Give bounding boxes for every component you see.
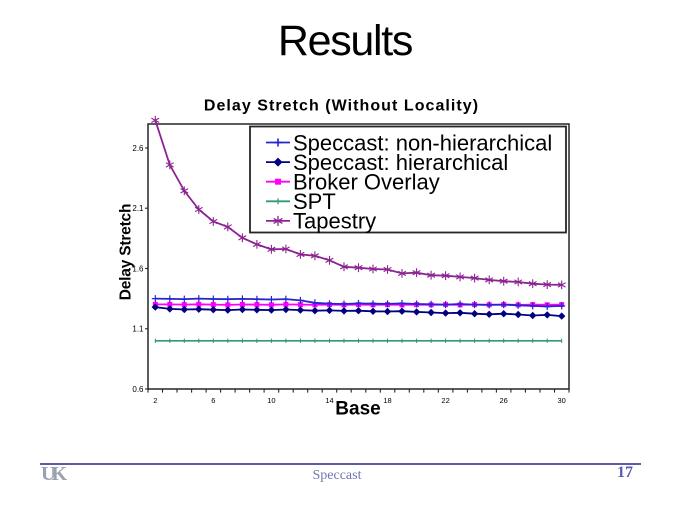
svg-text:10: 10 xyxy=(267,396,275,405)
svg-text:2.1: 2.1 xyxy=(132,204,144,213)
svg-text:Tapestry: Tapestry xyxy=(293,209,376,234)
svg-text:6: 6 xyxy=(211,396,215,405)
svg-text:26: 26 xyxy=(500,396,508,405)
svg-text:14: 14 xyxy=(325,396,333,405)
svg-text:Delay Stretch: Delay Stretch xyxy=(118,204,135,300)
svg-text:1.1: 1.1 xyxy=(132,325,144,334)
svg-text:2.6: 2.6 xyxy=(132,144,144,153)
svg-text:Broker Overlay: Broker Overlay xyxy=(293,170,440,195)
svg-text:30: 30 xyxy=(558,396,566,405)
svg-text:SPT: SPT xyxy=(293,189,336,214)
svg-text:Base: Base xyxy=(335,399,380,420)
svg-text:1.6: 1.6 xyxy=(132,264,144,273)
svg-text:22: 22 xyxy=(441,396,449,405)
svg-text:0.6: 0.6 xyxy=(132,385,144,394)
svg-text:Speccast: non-hierarchical: Speccast: non-hierarchical xyxy=(293,130,552,155)
svg-text:Speccast: hierarchical: Speccast: hierarchical xyxy=(293,150,508,175)
svg-text:Delay Stretch (Without Localit: Delay Stretch (Without Locality) xyxy=(204,98,479,115)
svg-text:2: 2 xyxy=(153,396,157,405)
svg-text:18: 18 xyxy=(383,396,391,405)
